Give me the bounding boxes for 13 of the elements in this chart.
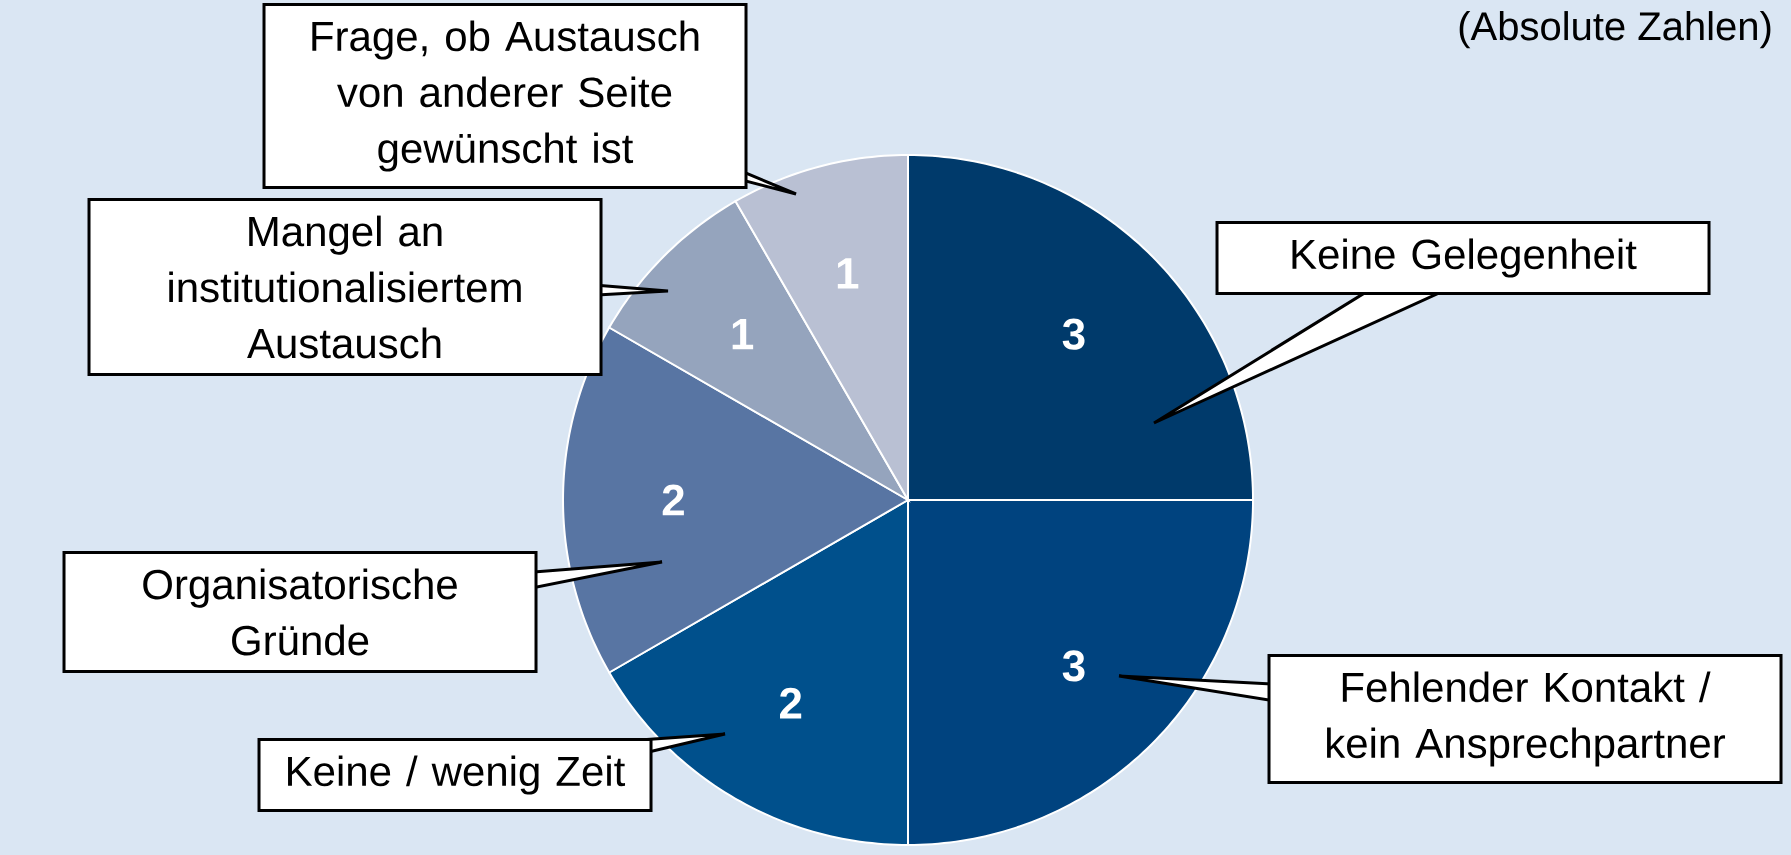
text: (Absolute Zahlen) <box>1459 11 1771 49</box>
slice-label: Frage, ob Austausch von anderer Seite gewünscht ist <box>312 20 699 172</box>
slice-label: Mangel an institutionalisiertem Austausch <box>169 215 521 359</box>
data-label: 1 <box>732 318 754 350</box>
data-label: 3 <box>1062 650 1085 682</box>
data-label: 2 <box>662 484 684 516</box>
slice-label: Organisatorische Gründe <box>143 568 457 656</box>
data-label: 1 <box>837 258 859 289</box>
slice-label: Fehlender Kontakt / kein Ansprechpartner <box>1327 671 1726 767</box>
slice-label: Keine / wenig Zeit <box>288 755 626 795</box>
data-label: 3 <box>1062 318 1085 350</box>
data-label: 2 <box>780 687 802 719</box>
slice-label: Keine Gelegenheit <box>1292 238 1637 278</box>
